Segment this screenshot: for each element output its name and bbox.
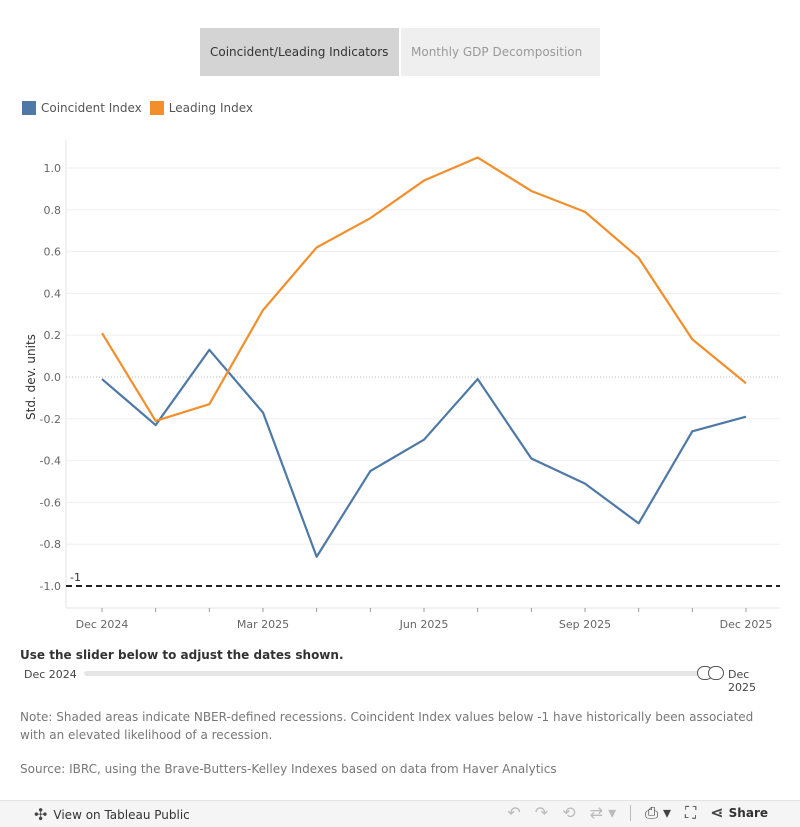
slider-max-label: Dec 2025 <box>728 668 756 694</box>
y-tick-label: -0.4 <box>40 455 61 468</box>
tab-monthly-gdp[interactable]: Monthly GDP Decomposition <box>401 28 600 76</box>
date-slider: Dec 2024 Dec 2025 <box>20 666 780 694</box>
legend-label-coincident: Coincident Index <box>41 101 142 115</box>
chart-legend: Coincident Index Leading Index <box>22 101 253 115</box>
x-tick-label: Sep 2025 <box>559 618 611 631</box>
x-tick-label: Jun 2025 <box>399 618 449 631</box>
y-axis: 1.0 0.8 0.6 0.4 0.2 0.0 -0.2 -0.4 -0.6 -0.8 -1.0 <box>40 162 61 593</box>
undo-icon[interactable]: ↶ <box>507 803 521 822</box>
share-button[interactable]: ⋖ Share <box>710 804 768 822</box>
y-tick-label: 0.6 <box>44 246 62 259</box>
legend-item-leading[interactable]: Leading Index <box>149 101 253 115</box>
y-tick-label: 0.8 <box>44 204 62 217</box>
legend-item-coincident[interactable]: Coincident Index <box>22 101 142 115</box>
dashboard-tabs: Coincident/Leading Indicators Monthly GD… <box>200 28 600 76</box>
y-tick-label: -0.6 <box>40 496 61 509</box>
y-tick-label: -0.2 <box>40 413 61 426</box>
y-tick-label: -1.0 <box>40 580 61 593</box>
series-line-leading <box>101 156 747 422</box>
revert-icon[interactable]: ⟲ <box>562 803 576 822</box>
x-axis: Dec 2024 Mar 2025 Jun 2025 Sep 2025 Dec 2025 <box>76 608 773 631</box>
view-on-tableau-link[interactable]: ✣ View on Tableau Public <box>34 806 190 824</box>
share-label: Share <box>728 806 768 820</box>
download-icon[interactable]: ⎙ ▾ <box>645 803 672 822</box>
refresh-icon[interactable]: ⇄ ▾ <box>589 803 617 822</box>
grid-lines <box>65 140 780 609</box>
toolbar-actions: ↶ ↷ ⟲ ⇄ ▾ ⎙ ▾ ⛶ ⋖ Share <box>507 804 768 822</box>
y-tick-label: 1.0 <box>44 162 62 175</box>
legend-swatch-leading <box>149 101 164 115</box>
y-tick-label: -0.8 <box>40 538 61 551</box>
y-tick-label: 0.2 <box>44 329 62 342</box>
toolbar-separator <box>630 805 632 821</box>
slider-track[interactable] <box>84 671 714 676</box>
tab-coincident-leading[interactable]: Coincident/Leading Indicators <box>200 28 399 76</box>
x-tick-label: Mar 2025 <box>237 618 289 631</box>
line-chart: Std. dev. units 1.0 0.8 0.6 0.4 0.2 0.0 -0.2 -0… <box>24 140 780 631</box>
slider-thumb-end[interactable] <box>708 666 724 680</box>
legend-label-leading: Leading Index <box>168 101 253 115</box>
share-icon: ⋖ <box>710 803 724 822</box>
reference-line: -1 <box>66 571 780 587</box>
y-tick-label: 0.4 <box>44 287 62 300</box>
y-axis-label: Std. dev. units <box>24 334 38 420</box>
tableau-toolbar: ✣ View on Tableau Public ↶ ↷ ⟲ ⇄ ▾ ⎙ ▾ ⛶… <box>0 800 800 827</box>
x-tick-label: Dec 2024 <box>76 618 129 631</box>
tableau-logo-icon: ✣ <box>34 805 48 824</box>
fullscreen-icon[interactable]: ⛶ <box>685 803 697 822</box>
series-line-coincident <box>101 348 747 558</box>
slider-min-label: Dec 2024 <box>24 668 77 681</box>
legend-swatch-coincident <box>22 101 36 115</box>
slider-caption: Use the slider below to adjust the dates… <box>20 648 344 662</box>
series-lines <box>101 156 747 558</box>
chart-source: Source: IBRC, using the Brave-Butters-Ke… <box>20 762 557 776</box>
view-on-tableau-label: View on Tableau Public <box>53 808 190 822</box>
y-tick-label: 0.0 <box>44 371 62 384</box>
x-tick-label: Dec 2025 <box>720 618 773 631</box>
reference-line-label: -1 <box>70 571 81 584</box>
chart-note: Note: Shaded areas indicate NBER-defined… <box>20 710 754 742</box>
redo-icon[interactable]: ↷ <box>534 803 549 822</box>
